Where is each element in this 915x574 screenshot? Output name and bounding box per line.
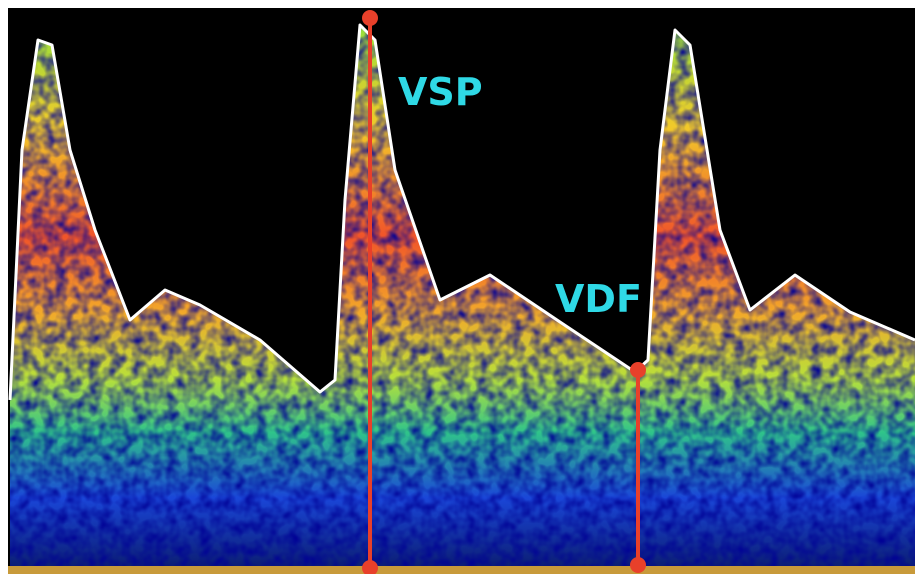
vsp-bottom-dot xyxy=(362,560,378,574)
vsp-label: VSP xyxy=(398,70,483,114)
vdf-top-dot xyxy=(630,362,646,378)
envelope xyxy=(8,23,915,401)
vdf-bottom-dot xyxy=(630,557,646,573)
vdf-label: VDF xyxy=(555,277,642,321)
baseline-strip xyxy=(8,566,915,574)
vsp-top-dot xyxy=(362,10,378,26)
